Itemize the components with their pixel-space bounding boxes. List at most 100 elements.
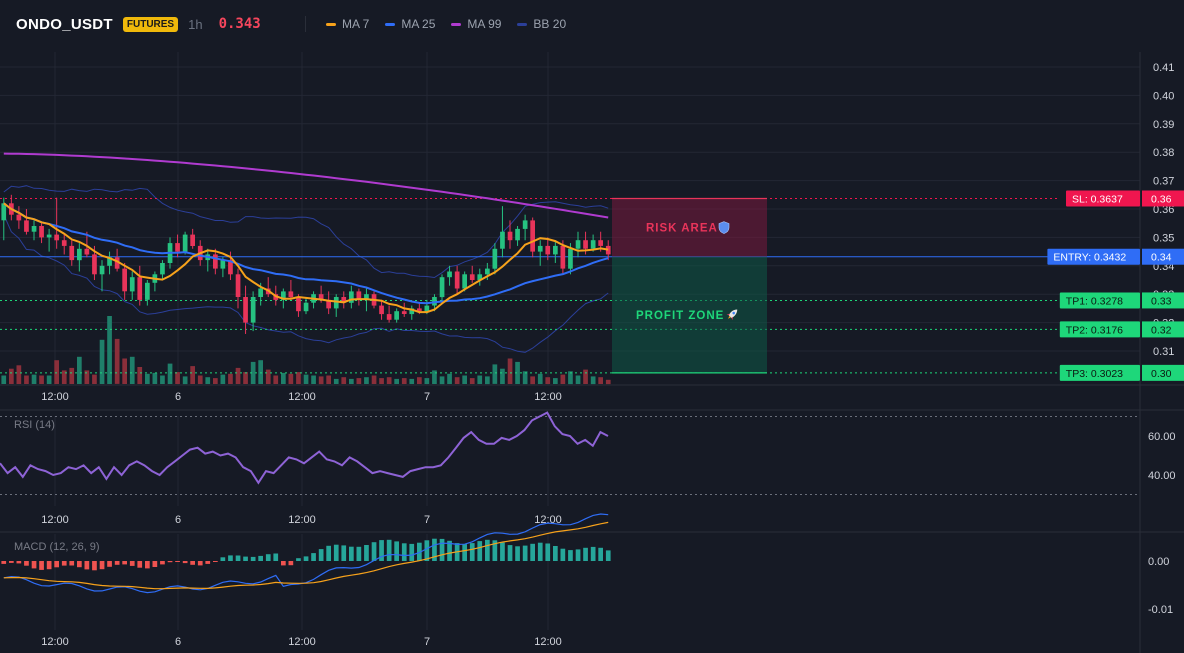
macd-histogram-bar: [583, 547, 588, 561]
macd-histogram-bar: [228, 555, 233, 561]
volume-bar: [122, 358, 127, 384]
volume-bar: [99, 339, 105, 384]
candle: [605, 240, 611, 261]
macd-histogram-bar: [92, 561, 97, 571]
macd-histogram-bar: [462, 544, 467, 561]
candle: [175, 234, 180, 258]
time-tick-label: 6: [175, 391, 181, 403]
volume-bar: [560, 374, 566, 384]
macd-histogram-bar: [24, 561, 29, 566]
legend-ma7-label: MA 7: [342, 17, 370, 31]
volume-bar: [349, 378, 354, 384]
candle: [114, 248, 120, 272]
legend-ma7[interactable]: MA 7: [326, 17, 369, 31]
macd-histogram-bar: [477, 541, 483, 561]
ma99-swatch: [451, 22, 462, 26]
macd-histogram-bar: [590, 546, 596, 561]
macd-histogram-bar: [553, 546, 558, 561]
volume-bar: [394, 378, 399, 384]
ma25-line: [3, 202, 609, 305]
macd-histogram-bar: [84, 561, 90, 570]
level-tag-3[interactable]: TP2: 0.3176 0.32: [1059, 321, 1184, 338]
price-tick-label: 0.39: [1153, 119, 1174, 131]
macd-histogram-bar: [447, 540, 452, 561]
bb20-swatch: [517, 22, 528, 26]
macd-histogram-bar: [39, 561, 44, 570]
price-tick-label: 0.38: [1153, 147, 1174, 159]
volume-bar: [288, 373, 294, 384]
candle: [462, 271, 467, 292]
macd-histogram-bar: [235, 555, 241, 561]
macd-histogram-bar: [99, 561, 105, 570]
legend-ma25[interactable]: MA 25: [385, 17, 435, 31]
macd-histogram-bar: [61, 561, 67, 566]
macd-histogram-bar: [258, 555, 263, 561]
macd-histogram-bar: [515, 546, 520, 561]
volume-bar: [605, 379, 611, 385]
level-tag-1[interactable]: ENTRY: 0.3432 0.34: [1047, 248, 1184, 265]
time-tick-label: 12:00: [534, 391, 562, 403]
chart-header: ONDO_USDT FUTURES 1h 0.343: [16, 14, 261, 34]
volume-bar: [568, 371, 573, 385]
profit-zone[interactable]: [612, 256, 767, 373]
macd-histogram-bar: [281, 561, 286, 566]
time-tick-label: 7: [424, 514, 430, 526]
time-tick-label: 6: [175, 514, 181, 526]
volume-bar: [39, 375, 44, 384]
price-tick-label: 0.37: [1153, 176, 1174, 188]
volume-bar: [129, 356, 135, 384]
volume-bar: [598, 377, 603, 384]
volume-bar: [371, 375, 377, 384]
volume-bar: [228, 373, 233, 384]
level-tag-2[interactable]: TP1: 0.3278 0.33: [1059, 292, 1184, 309]
candle: [265, 277, 271, 298]
candle: [454, 265, 460, 295]
macd-histogram-bar: [432, 538, 437, 561]
candle: [1, 197, 7, 241]
macd-histogram-bar: [356, 546, 362, 561]
candle: [205, 248, 211, 272]
symbol-name[interactable]: ONDO_USDT: [16, 15, 113, 33]
timeframe-label[interactable]: 1h: [188, 16, 203, 32]
volume-bar: [61, 370, 67, 384]
time-tick-label: 12:00: [534, 514, 562, 526]
legend-bb20[interactable]: BB 20: [517, 17, 566, 31]
level-tag-4[interactable]: TP3: 0.3023 0.30: [1059, 364, 1184, 381]
candle: [84, 231, 90, 258]
macd-histogram-bar: [213, 561, 218, 562]
volume-bar: [379, 378, 384, 384]
macd-histogram-bar: [318, 549, 324, 561]
legend-divider: [305, 16, 306, 32]
volume-bar: [273, 375, 279, 384]
macd-histogram-bar: [250, 556, 256, 561]
volume-bar: [197, 375, 203, 384]
volume-bar: [243, 372, 248, 384]
macd-histogram-bar: [341, 545, 347, 561]
candle: [107, 251, 112, 275]
candle: [326, 291, 331, 315]
volume-bar: [152, 372, 158, 384]
level-tag-axis-value: 0.33: [1151, 295, 1172, 307]
candle: [61, 234, 67, 255]
candle: [182, 231, 188, 255]
candle: [145, 280, 150, 306]
macd-histogram-bar: [265, 554, 271, 561]
macd-histogram-bar: [545, 543, 551, 561]
risk-area-label: RISK AREA: [646, 223, 718, 235]
candle: [522, 214, 528, 241]
indicator-legend: MA 7 MA 25 MA 99 BB 20: [305, 16, 566, 32]
volume-bar: [92, 374, 97, 384]
risk-area-zone[interactable]: [612, 198, 767, 257]
candle: [77, 243, 82, 272]
price-tick-label: 0.40: [1153, 90, 1174, 102]
candle: [39, 223, 44, 244]
price-tick-label: 0.36: [1153, 204, 1174, 216]
level-tag-label: TP1: 0.3278: [1066, 295, 1123, 307]
legend-ma99[interactable]: MA 99: [451, 17, 501, 31]
level-tag-0[interactable]: SL: 0.3637 0.36: [1066, 190, 1184, 207]
volume-bar: [469, 378, 475, 384]
macd-histogram-bar: [469, 543, 475, 561]
volume-bar: [24, 375, 29, 384]
macd-histogram-bar: [326, 545, 331, 561]
